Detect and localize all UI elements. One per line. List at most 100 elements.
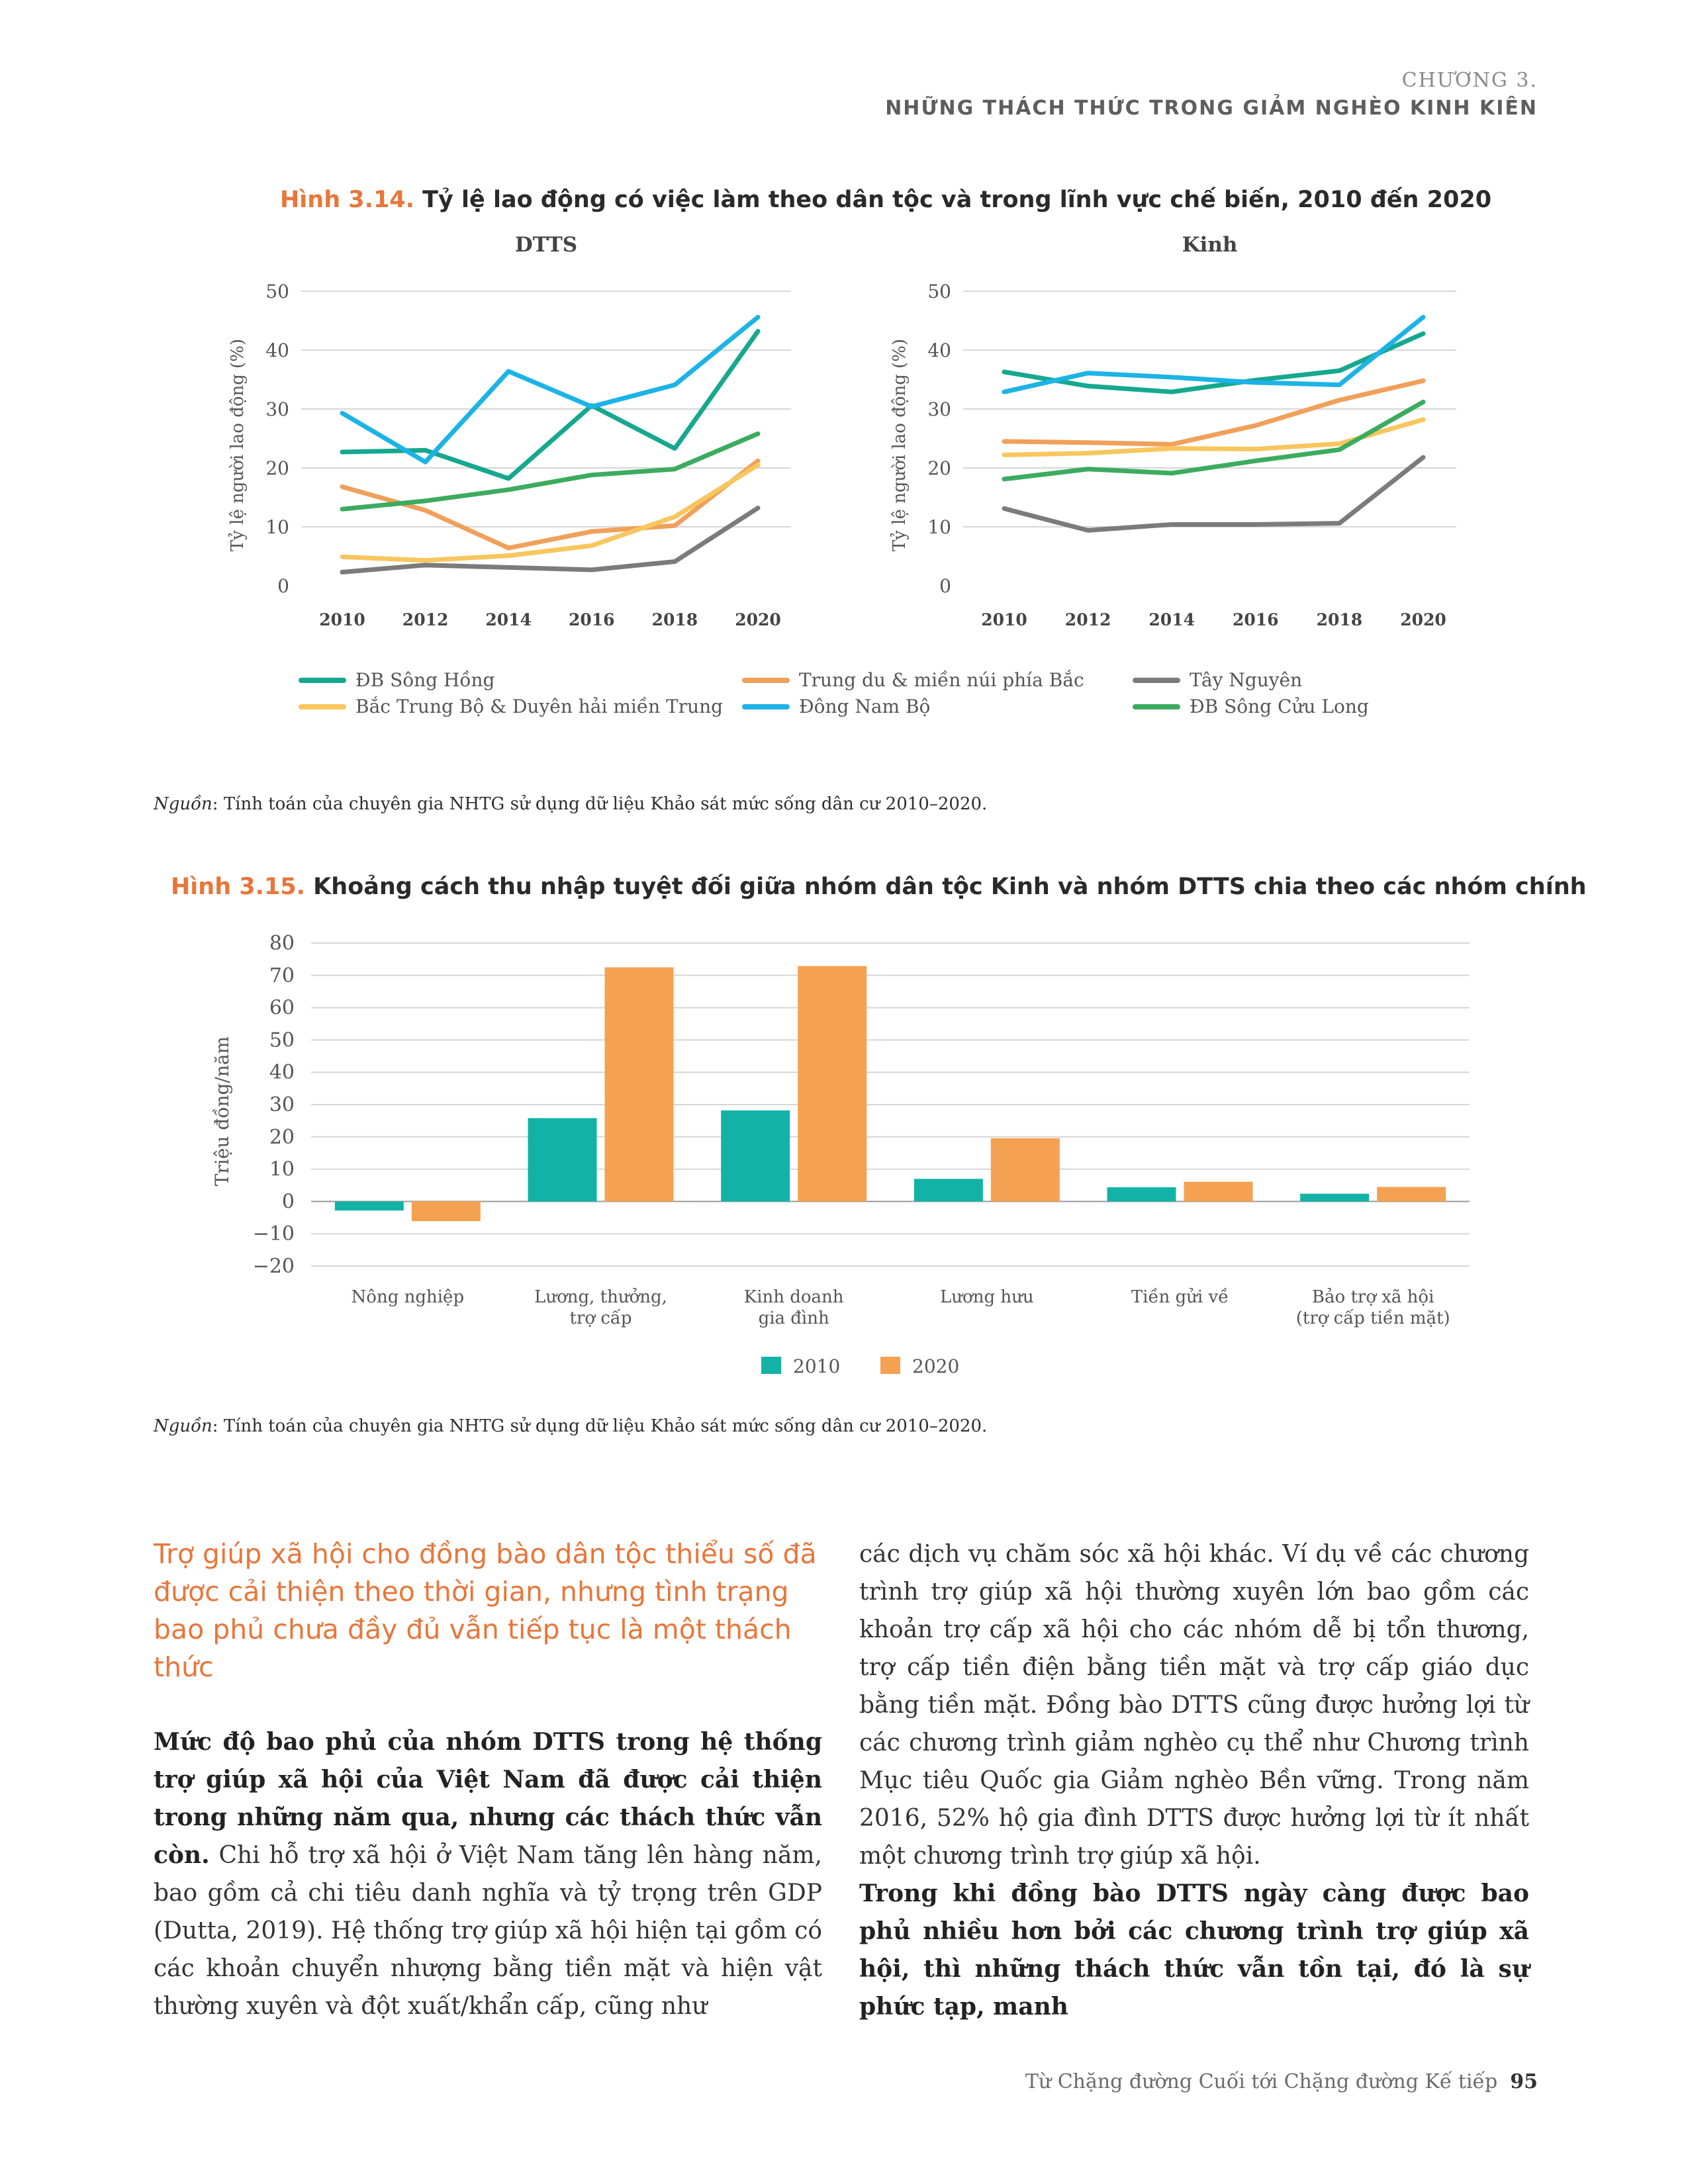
series-line xyxy=(1002,314,1426,394)
x-tick-label: 2016 xyxy=(1233,610,1279,629)
y-tick-label: 40 xyxy=(269,1061,295,1084)
x-tick-label: 2014 xyxy=(485,610,532,629)
y-tick-label: 0 xyxy=(277,575,289,597)
y-tick-label: 70 xyxy=(269,964,295,987)
x-tick-label: 2020 xyxy=(735,610,781,629)
bar xyxy=(990,1138,1060,1202)
bar xyxy=(604,967,674,1202)
bar xyxy=(411,1201,481,1222)
category-label: Bảo trợ xã hội xyxy=(1312,1287,1434,1307)
x-tick-label: 2012 xyxy=(402,610,449,629)
chart-title: DTTS xyxy=(515,233,577,257)
figure-3-14-title: Hình 3.14. Tỷ lệ lao động có việc làm th… xyxy=(280,187,1491,213)
legend-label: Bắc Trung Bộ & Duyên hải miền Trung xyxy=(355,696,723,717)
category-label: (trợ cấp tiền mặt) xyxy=(1296,1308,1450,1328)
bar-chart-income-gap: −20 −10 0 10 20 30 40 50 60 70 80 Triệu đồng/năm Nôn… xyxy=(211,932,1470,1377)
legend-label: 2020 xyxy=(912,1355,959,1377)
category-label: Kinh doanh xyxy=(744,1287,844,1307)
series-line xyxy=(340,314,761,465)
y-tick-label: −10 xyxy=(253,1222,295,1246)
series-line xyxy=(1002,455,1426,533)
series-line xyxy=(1002,399,1426,482)
y-tick-label: 20 xyxy=(265,457,289,479)
bar xyxy=(798,966,867,1202)
right-column-paragraph-2: Trong khi đồng bào DTTS ngày càng được b… xyxy=(859,1880,1529,2021)
figure-title-text: Khoảng cách thu nhập tuyệt đối giữa nhóm… xyxy=(313,874,1587,900)
right-column-paragraph-1: các dịch vụ chăm sóc xã hội khác. Ví dụ … xyxy=(859,1541,1529,1870)
left-column-paragraph: Mức độ bao phủ của nhóm DTTS trong hệ th… xyxy=(154,1723,822,2025)
series-line xyxy=(340,506,761,575)
y-tick-label: 20 xyxy=(927,457,951,479)
x-tick-label: 2018 xyxy=(652,610,698,629)
figure-3-15-source: Nguồn: Tính toán của chuyên gia NHTG sử … xyxy=(154,1416,987,1436)
legend-label: Trung du & miền núi phía Bắc xyxy=(799,669,1084,691)
paragraph-lead-bold: Mức độ bao phủ của nhóm DTTS trong hệ th… xyxy=(154,1728,822,1869)
x-tick-label: 2020 xyxy=(1400,610,1446,629)
legend-label: ĐB Sông Hồng xyxy=(355,669,495,691)
bar xyxy=(1107,1187,1176,1202)
page-number: 95 xyxy=(1510,2070,1538,2093)
series-line xyxy=(1002,378,1426,447)
bar xyxy=(528,1118,597,1202)
line-chart-kinh: Kinh 0 10 20 30 40 50 Tỷ lệ người lao động (%) 2… xyxy=(890,233,1456,629)
category-label: Lương hưu xyxy=(940,1287,1034,1307)
legend-label: Tây Nguyên xyxy=(1190,669,1302,691)
bar xyxy=(1300,1193,1370,1202)
series-line xyxy=(340,431,761,512)
x-tick-label: 2018 xyxy=(1317,610,1363,629)
paragraph-text: Chi hỗ trợ xã hội ở Việt Nam tăng lên hà… xyxy=(154,1842,822,2020)
y-axis-label: Tỷ lệ người lao động (%) xyxy=(890,339,910,551)
chart-title: Kinh xyxy=(1182,233,1238,257)
section-heading: Trợ giúp xã hội cho đồng bào dân tộc thi… xyxy=(154,1538,817,1683)
y-tick-label: 0 xyxy=(939,575,951,597)
category-label: Nông nghiệp xyxy=(352,1287,465,1307)
series-line xyxy=(1002,331,1426,394)
bar xyxy=(914,1179,983,1202)
book-title: Từ Chặng đường Cuối tới Chặng đường Kế t… xyxy=(1025,2070,1498,2093)
y-tick-label: 30 xyxy=(265,398,289,420)
legend-label: Đông Nam Bộ xyxy=(799,696,930,717)
y-axis-label: Tỷ lệ người lao động (%) xyxy=(228,339,248,551)
legend-swatch xyxy=(761,1357,781,1374)
y-tick-label: 10 xyxy=(265,516,289,538)
figure-number: Hình 3.14. xyxy=(280,187,414,213)
chapter-title: NHỮNG THÁCH THỨC TRONG GIẢM NGHÈO KINH K… xyxy=(885,97,1538,120)
y-tick-label: 80 xyxy=(269,932,295,955)
line-chart-legend: ĐB Sông Hồng Trung du & miền núi phía Bắc… xyxy=(299,669,1369,717)
y-tick-label: 40 xyxy=(927,340,951,361)
x-tick-label: 2016 xyxy=(569,610,615,629)
y-tick-label: 20 xyxy=(269,1126,295,1149)
y-tick-label: 30 xyxy=(927,398,951,420)
y-tick-label: 10 xyxy=(269,1158,295,1181)
bar xyxy=(1377,1187,1446,1202)
chapter-number: CHƯƠNG 3. xyxy=(1401,69,1538,92)
figure-3-14-charts: DTTS 0 10 20 30 40 50 Tỷ lệ người lao động (%) 2… xyxy=(228,233,1456,717)
line-chart-dtts: DTTS 0 10 20 30 40 50 Tỷ lệ người lao động (%) 2… xyxy=(228,233,791,629)
bar xyxy=(721,1110,790,1202)
series-line xyxy=(340,463,761,563)
x-tick-label: 2014 xyxy=(1149,610,1195,629)
y-tick-label: 50 xyxy=(269,1028,295,1052)
y-tick-label: 50 xyxy=(265,281,289,302)
series-line xyxy=(340,329,761,481)
category-label: Tiền gửi về xyxy=(1131,1287,1229,1307)
figure-3-15-chart: −20 −10 0 10 20 30 40 50 60 70 80 Triệu đồng/năm Nôn… xyxy=(211,932,1470,1377)
figure-3-14-source: Nguồn: Tính toán của chuyên gia NHTG sử … xyxy=(154,794,987,814)
y-axis-label: Triệu đồng/năm xyxy=(211,1036,233,1186)
y-tick-label: 40 xyxy=(265,340,289,361)
bar xyxy=(1184,1181,1253,1202)
source-text: : Tính toán của chuyên gia NHTG sử dụng … xyxy=(212,794,988,814)
x-tick-label: 2010 xyxy=(319,610,365,629)
category-label: gia đình xyxy=(759,1308,829,1328)
y-tick-label: 60 xyxy=(269,997,295,1020)
x-tick-label: 2010 xyxy=(981,610,1027,629)
legend-label: 2010 xyxy=(793,1355,840,1377)
source-label: Nguồn xyxy=(154,794,212,814)
bar xyxy=(334,1201,404,1211)
category-label: Lương, thưởng, xyxy=(534,1287,667,1307)
x-tick-label: 2012 xyxy=(1065,610,1111,629)
legend-label: ĐB Sông Cửu Long xyxy=(1190,696,1369,717)
category-label: trợ cấp xyxy=(570,1308,632,1328)
series-line xyxy=(340,458,761,551)
legend-swatch xyxy=(880,1357,900,1374)
